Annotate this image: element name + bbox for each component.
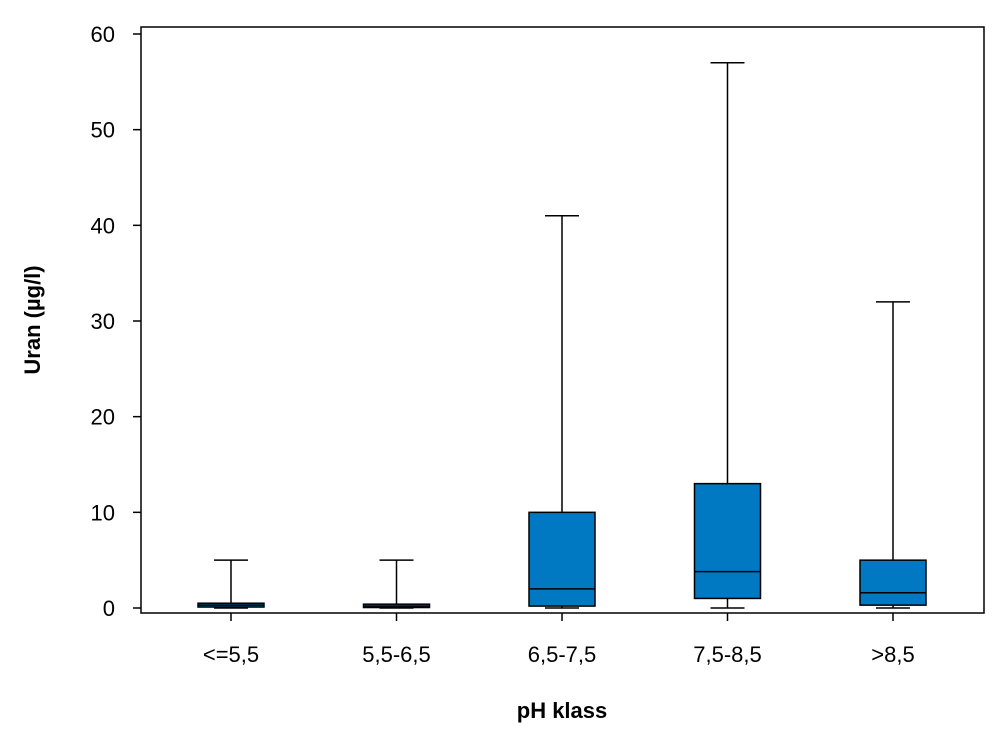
x-tick-label: 6,5-7,5 bbox=[528, 642, 597, 667]
box-3 bbox=[528, 215, 596, 609]
boxes-group bbox=[197, 61, 927, 609]
x-tick-label: 7,5-8,5 bbox=[693, 642, 762, 667]
y-tick-label: 10 bbox=[91, 500, 115, 525]
x-tick-label: >8,5 bbox=[871, 642, 914, 667]
x-tick-label: <=5,5 bbox=[203, 642, 259, 667]
x-axis: <=5,5 5,5-6,5 6,5-7,5 7,5-8,5 >8,5 bbox=[203, 613, 915, 667]
x-axis-title: pH klass bbox=[517, 698, 608, 723]
box-2 bbox=[362, 559, 431, 609]
y-tick-label: 30 bbox=[91, 309, 115, 334]
box-4 bbox=[693, 61, 762, 609]
y-axis-title: Uran (µg/l) bbox=[20, 265, 45, 374]
y-tick-label: 40 bbox=[91, 213, 115, 238]
box-1 bbox=[197, 559, 265, 609]
iqr-box bbox=[693, 482, 762, 600]
x-tick-label: 5,5-6,5 bbox=[362, 642, 431, 667]
y-tick-label: 50 bbox=[91, 118, 115, 143]
y-tick-label: 60 bbox=[91, 22, 115, 47]
iqr-box bbox=[528, 511, 596, 607]
box-5 bbox=[859, 301, 927, 609]
iqr-box bbox=[859, 559, 927, 606]
y-axis: 0 10 20 30 40 50 60 bbox=[91, 22, 141, 621]
y-tick-label: 0 bbox=[103, 596, 115, 621]
y-tick-label: 20 bbox=[91, 405, 115, 430]
